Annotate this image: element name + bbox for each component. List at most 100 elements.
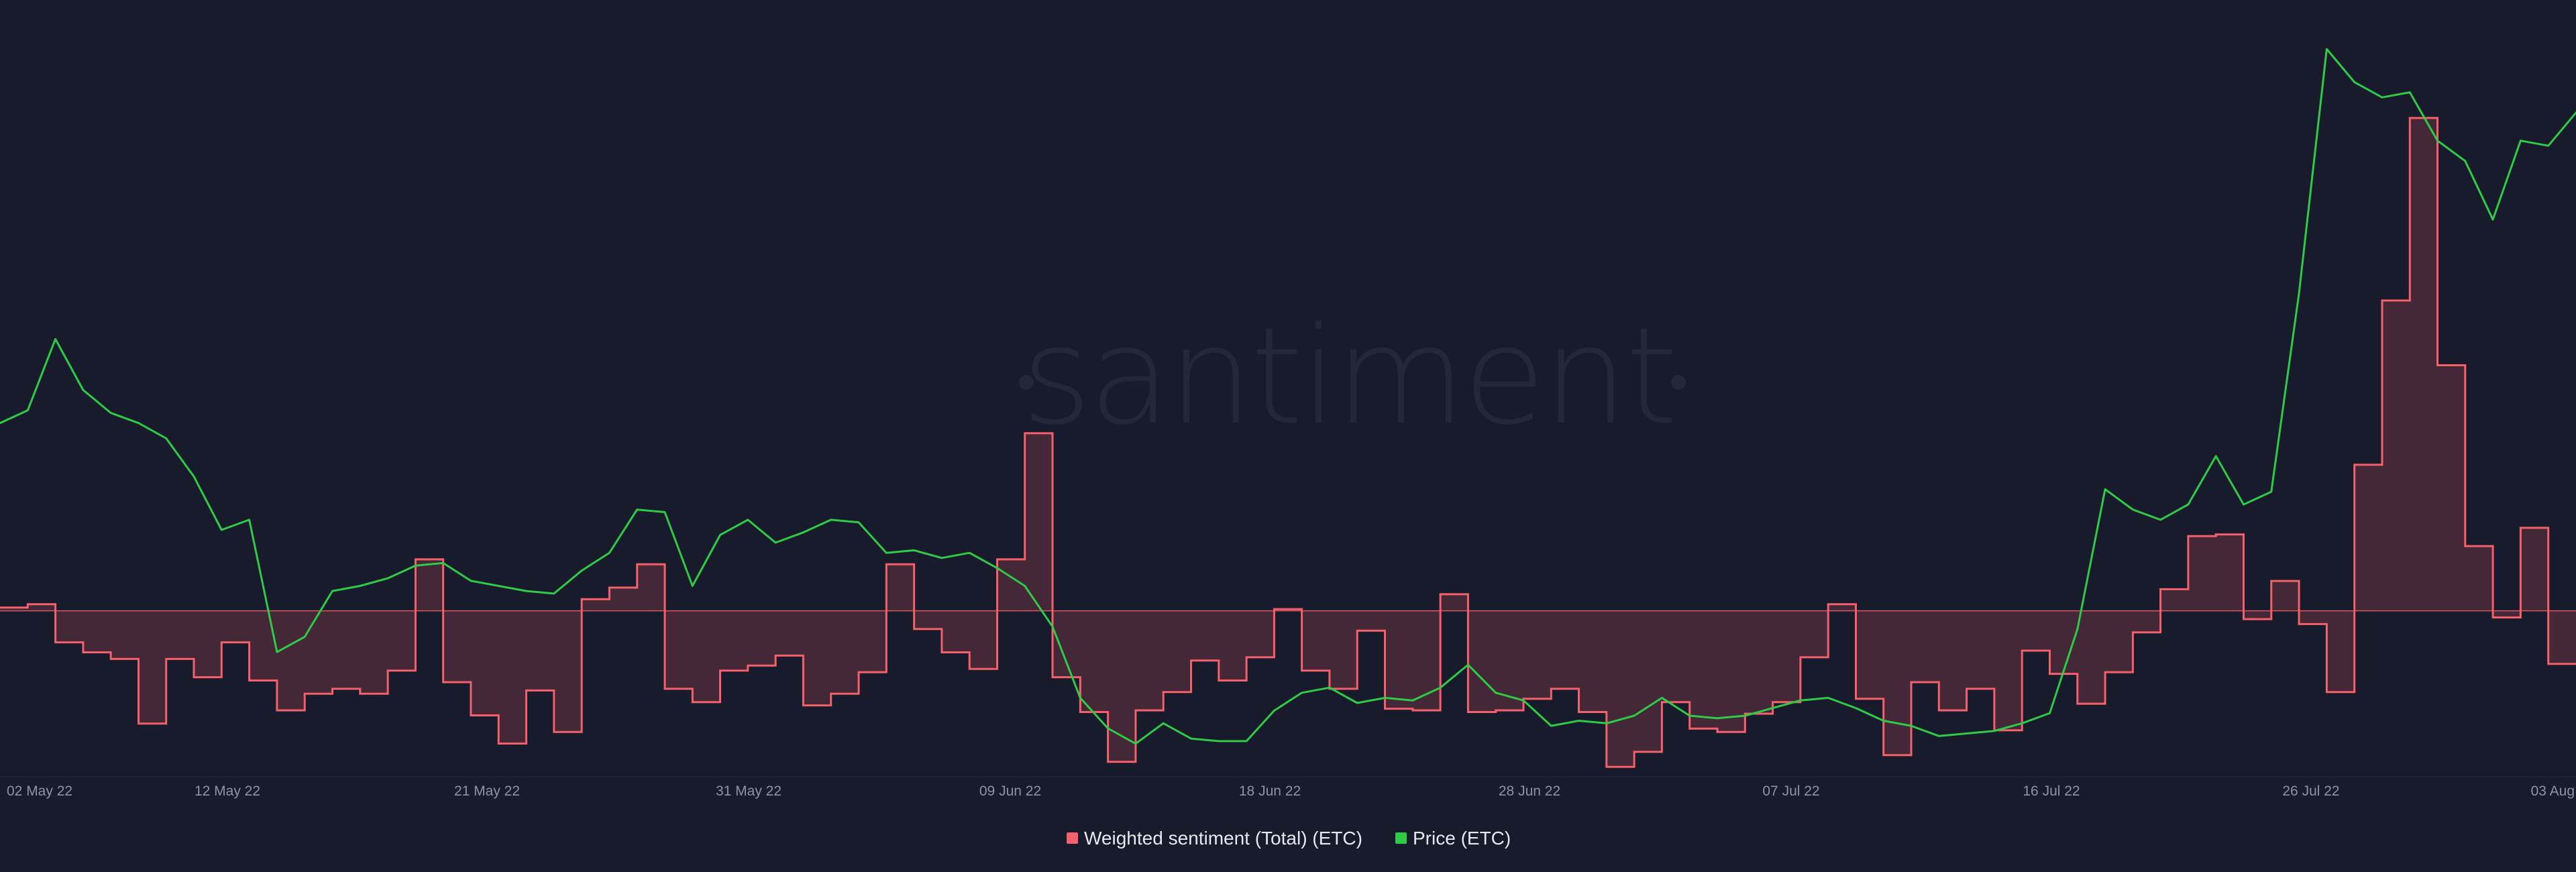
sentiment-point [498,611,526,744]
price-point [2021,722,2023,724]
sentiment-point [1745,611,1772,714]
sentiment-point [1108,611,1136,762]
price-point [1107,727,1110,730]
sentiment-point [998,559,1025,611]
price-point [1218,740,1220,743]
sentiment-point [2188,536,2216,610]
price-point [2270,490,2273,493]
price-point [1882,720,1885,722]
sentiment-point [166,611,194,659]
sentiment-point [28,604,55,611]
price-point [2076,628,2079,631]
sentiment-point [2520,528,2548,611]
price-point [1688,714,1691,717]
price-point [941,557,943,559]
sentiment-point [139,611,166,724]
sentiment-point [1994,611,2022,730]
sentiment-point [1025,433,1053,611]
sentiment-point [2216,535,2243,611]
sentiment-point [471,611,498,716]
sentiment-point [277,611,305,710]
sentiment-point [194,611,221,677]
price-point [1384,696,1387,699]
price-point [138,422,140,425]
sentiment-point [748,611,775,666]
x-tick-label: 31 May 22 [716,783,782,799]
x-tick-label: 07 Jul 22 [1762,783,1819,799]
sentiment-series [0,117,2576,768]
sentiment-point [886,564,914,610]
sentiment-point [1856,611,1884,699]
sentiment-point [2493,611,2520,618]
price-point [193,475,195,478]
sentiment-point [1939,611,1966,710]
price-point [1079,696,1081,699]
legend-item[interactable]: Weighted sentiment (Total) (ETC) [1067,828,1362,849]
price-point [26,409,29,412]
price-point [2464,160,2467,162]
price-point [802,531,804,534]
sentiment-point [775,611,803,656]
sentiment-point [1357,611,1385,631]
sentiment-point [609,588,637,611]
legend: Weighted sentiment (Total) (ETC) Price (E… [1067,828,1511,849]
price-point [968,551,971,554]
price-point [913,549,916,551]
sentiment-point [305,611,332,694]
sentiment-point [83,611,111,653]
price-point [1466,663,1469,666]
price-point [747,519,749,521]
sentiment-point [1385,611,1413,709]
price-point [1743,714,1746,717]
legend-swatch [1067,832,1078,844]
x-tick-label: 16 Jul 22 [2023,783,2080,799]
price-point [2298,292,2300,294]
sentiment-point [2022,611,2049,651]
sentiment-point [1246,611,1274,657]
sentiment-point [443,611,471,682]
price-point [1716,717,1719,720]
price-point [857,521,860,524]
price-point [2353,80,2356,83]
price-point [2049,712,2051,714]
sentiment-point [2548,611,2576,664]
x-tick-label: 02 May 22 [7,783,72,799]
price-point [2131,508,2134,511]
price-point [691,585,694,588]
sentiment-point [1330,611,1357,689]
price-point [1993,730,1996,732]
sentiment-point [1551,611,1578,689]
price-point [1245,740,1248,743]
sentiment-point [1884,611,1911,755]
price-point [248,519,251,521]
price-point [580,569,583,572]
sentiment-point [1911,611,1939,682]
price-point [1937,734,1940,737]
price-point [1328,686,1331,689]
legend-item[interactable]: Price (ETC) [1395,828,1511,849]
price-point [2547,144,2550,147]
legend-label: Weighted sentiment (Total) (ETC) [1084,828,1362,849]
price-point [719,534,722,537]
price-point [1024,585,1026,588]
sentiment-point [859,611,886,673]
price-point [1411,699,1414,702]
price-point [2187,503,2190,506]
price-point [1910,724,1913,727]
x-tick-label: 26 Jul 22 [2282,783,2339,799]
sentiment-point [527,611,554,691]
sentiment-point [803,611,830,706]
price-point [2325,48,2328,50]
price-point [2491,218,2494,221]
price-point [2519,140,2522,142]
price-point [414,564,417,567]
sentiment-point [333,611,360,689]
sentiment-point [1579,611,1607,712]
sentiment-point [969,611,997,669]
sentiment-point [2078,611,2105,704]
sentiment-point [2410,118,2437,611]
x-tick-label: 18 Jun 22 [1239,783,1301,799]
price-point [303,635,306,638]
